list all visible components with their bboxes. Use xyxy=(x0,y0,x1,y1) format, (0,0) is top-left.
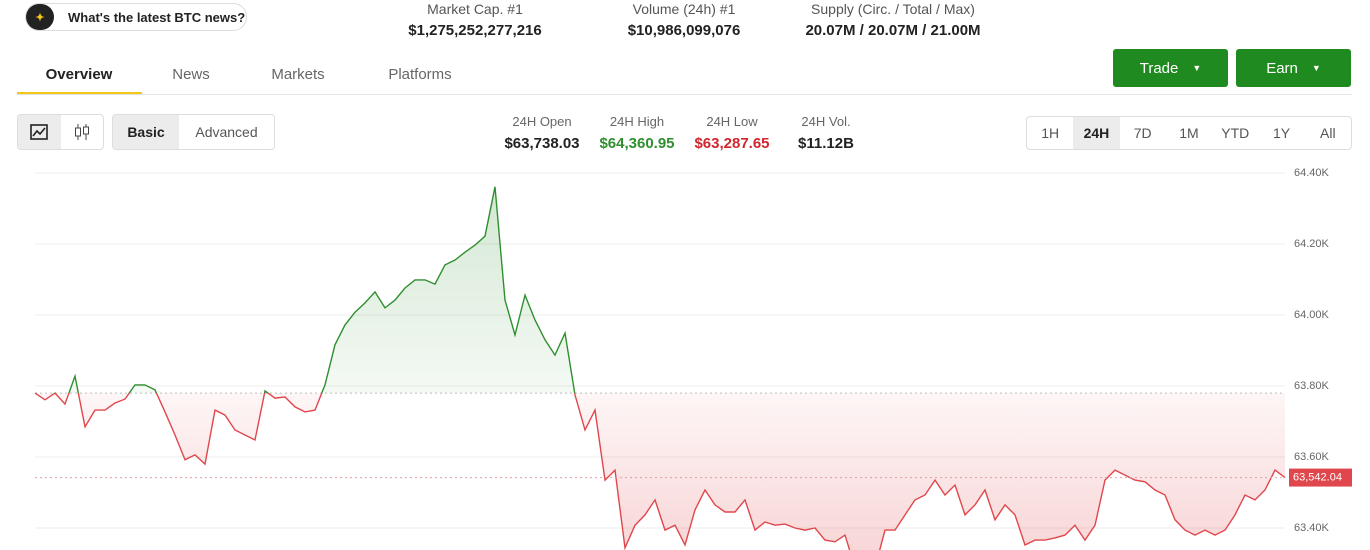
range-option[interactable]: 24H xyxy=(1073,117,1120,149)
y-tick-label: 63.40K xyxy=(1294,522,1330,534)
range-option[interactable]: 1Y xyxy=(1272,125,1291,141)
caret: ▼ xyxy=(1192,63,1202,73)
action-label: Trade xyxy=(1139,59,1179,77)
day-stat-value: $11.12B xyxy=(798,135,854,152)
range-option[interactable]: YTD xyxy=(1221,125,1250,141)
stat-value: $10,986,099,076 xyxy=(627,22,741,39)
day-stat-label: 24H Vol. xyxy=(801,114,851,129)
day-stat-value: $63,287.65 xyxy=(694,135,770,152)
price-line xyxy=(34,186,1286,550)
stat-label: Volume (24h) #1 xyxy=(632,1,736,17)
stat-value: $1,275,252,277,216 xyxy=(408,22,542,39)
range-option[interactable]: All xyxy=(1320,125,1336,141)
tab[interactable]: Platforms xyxy=(388,66,452,83)
day-stat: 24H High $64,360.95 xyxy=(587,114,687,152)
caret: ▼ xyxy=(1311,63,1321,73)
view-mode[interactable]: Basic xyxy=(113,115,179,149)
line-icon[interactable] xyxy=(18,115,61,149)
y-tick-label: 64.00K xyxy=(1294,309,1330,321)
day-stat: 24H Low $63,287.65 xyxy=(682,114,782,152)
ask-text: What's the latest BTC news? xyxy=(68,9,246,25)
divider xyxy=(17,94,1352,95)
day-stat: 24H Open $63,738.03 xyxy=(492,114,592,152)
tab-underline xyxy=(17,92,142,95)
action-button[interactable]: Earn ▼ xyxy=(1236,49,1351,87)
day-stat-value: $63,738.03 xyxy=(504,135,580,152)
stat-label: Market Cap. #1 xyxy=(427,1,523,17)
view-mode-toggle: Basic Advanced xyxy=(112,114,275,150)
action-button[interactable]: Trade ▼ xyxy=(1113,49,1228,87)
candle-icon[interactable] xyxy=(61,115,104,149)
day-stat-label: 24H Open xyxy=(512,114,572,129)
y-tick-label: 63.60K xyxy=(1294,451,1330,463)
price-chart: 63.40K 63.60K 63.80K 64.00K 64.20K 64.40K 63,5… xyxy=(34,167,1352,550)
ask-pill[interactable]: ✦ What's the latest BTC news? xyxy=(25,3,247,31)
chart-type-toggle xyxy=(17,114,104,150)
range-option[interactable]: 1H xyxy=(1041,125,1060,141)
area-fill xyxy=(35,186,1285,550)
header-stat: Market Cap. #1 $1,275,252,277,216 xyxy=(355,0,595,39)
stat-label: Supply (Circ. / Total / Max) xyxy=(811,1,975,17)
action-label: Earn xyxy=(1266,59,1298,77)
y-tick-label: 63.80K xyxy=(1294,380,1330,392)
header-stat: Supply (Circ. / Total / Max) 20.07M / 20.… xyxy=(773,0,1013,39)
day-stat-label: 24H Low xyxy=(706,114,758,129)
current-price-label: 63,542.04 xyxy=(1293,471,1342,483)
current-price-tag xyxy=(1289,468,1352,487)
range-option[interactable]: 7D xyxy=(1133,125,1152,141)
day-stat: 24H Vol. $11.12B xyxy=(776,114,876,152)
range-option[interactable]: 1M xyxy=(1179,125,1199,141)
stat-value: 20.07M / 20.07M / 21.00M xyxy=(805,22,981,39)
line-glyph xyxy=(30,124,49,140)
sparkle-icon: ✦ xyxy=(26,4,54,30)
range-selector: 1H 24H 7D 1M YTD 1Y All xyxy=(1026,116,1352,150)
y-tick-label: 64.40K xyxy=(1294,167,1330,179)
tab[interactable]: Markets xyxy=(271,66,325,83)
y-tick-label: 64.20K xyxy=(1294,238,1330,250)
candle-glyph xyxy=(74,124,89,140)
tab[interactable]: News xyxy=(172,66,210,83)
day-stat-value: $64,360.95 xyxy=(599,135,675,152)
day-stat-label: 24H High xyxy=(609,114,665,129)
header-stat: Volume (24h) #1 $10,986,099,076 xyxy=(564,0,804,39)
view-mode[interactable]: Advanced xyxy=(195,124,258,140)
tab[interactable]: Overview xyxy=(45,66,113,83)
